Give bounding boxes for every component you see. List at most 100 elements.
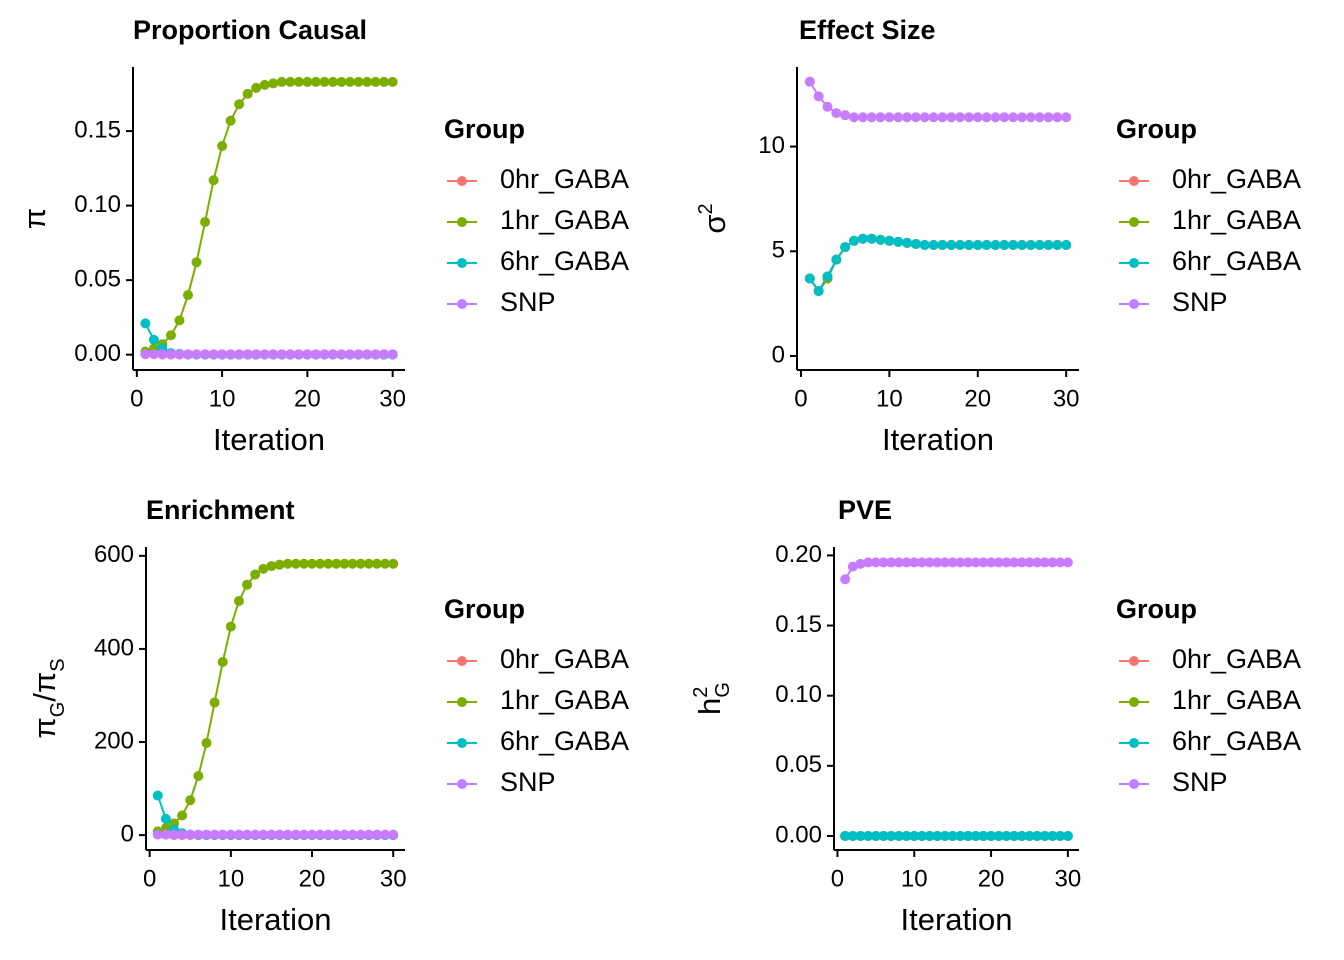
point [963, 557, 974, 568]
point [191, 349, 202, 360]
legend-label: SNP [1172, 767, 1228, 797]
point [963, 239, 974, 250]
point [285, 76, 296, 87]
point [327, 349, 338, 360]
point [893, 112, 904, 123]
point [978, 557, 989, 568]
point [345, 76, 356, 87]
panel-title: Enrichment [146, 495, 295, 525]
legend-key-point [457, 258, 467, 268]
point [855, 558, 866, 569]
y-axis-title-part: S [47, 658, 69, 671]
point [928, 112, 939, 123]
point [290, 829, 301, 840]
point [909, 830, 920, 841]
point [165, 330, 176, 341]
point [331, 829, 342, 840]
legend-label: 6hr_GABA [500, 726, 629, 756]
point [999, 239, 1010, 250]
point [233, 595, 244, 606]
point [840, 830, 851, 841]
panel: PVE 0.00 0.05 0.10 0.15 0.20 0 10 20 30 Iteration h… [690, 495, 1301, 937]
point [327, 76, 338, 87]
point [201, 829, 212, 840]
point [388, 558, 399, 569]
point [924, 830, 935, 841]
point [1047, 557, 1058, 568]
legend-title: Group [1116, 594, 1197, 624]
point [298, 829, 309, 840]
point [353, 349, 364, 360]
legend-key-point [1129, 779, 1139, 789]
point [193, 829, 204, 840]
y-axis-title-part: G [712, 682, 734, 698]
point [250, 829, 261, 840]
point [285, 349, 296, 360]
point [893, 557, 904, 568]
legend-label: 0hr_GABA [500, 164, 629, 194]
y-tick-label: 600 [94, 541, 134, 568]
point [939, 830, 950, 841]
legend-key-point [1129, 738, 1139, 748]
point [319, 76, 330, 87]
point [182, 349, 193, 360]
point [379, 349, 390, 360]
legend-label: 6hr_GABA [1172, 246, 1301, 276]
point [993, 557, 1004, 568]
point [148, 349, 159, 360]
point [160, 829, 171, 840]
legend-key-point [1129, 258, 1139, 268]
point [955, 830, 966, 841]
point [347, 558, 358, 569]
y-tick-label: 0 [121, 820, 134, 847]
point [201, 737, 212, 748]
point [847, 561, 858, 572]
point [268, 78, 279, 89]
point [932, 830, 943, 841]
point [380, 829, 391, 840]
point [217, 829, 228, 840]
point [947, 830, 958, 841]
point [946, 112, 957, 123]
legend-key-point [457, 738, 467, 748]
point [986, 830, 997, 841]
point [234, 99, 245, 110]
point [855, 830, 866, 841]
point [200, 217, 211, 228]
y-tick-label: 5 [772, 237, 785, 264]
point [878, 830, 889, 841]
point [955, 557, 966, 568]
y-tick-label: 0.00 [74, 340, 121, 367]
y-axis-title: π [17, 208, 52, 229]
point [1008, 112, 1019, 123]
legend-title: Group [1116, 114, 1197, 144]
y-tick-label: 200 [94, 727, 134, 754]
y-axis-title-part: 2 [695, 203, 717, 214]
point [863, 557, 874, 568]
point [1034, 112, 1045, 123]
point [251, 349, 262, 360]
x-tick-label: 30 [379, 385, 406, 412]
legend-label: 1hr_GABA [500, 205, 629, 235]
legend-label: 0hr_GABA [1172, 644, 1301, 674]
point [963, 830, 974, 841]
point [981, 112, 992, 123]
legend-key-point [457, 217, 467, 227]
point [916, 830, 927, 841]
point [901, 557, 912, 568]
point [298, 558, 309, 569]
point [1032, 557, 1043, 568]
point [1024, 557, 1035, 568]
legend-label: SNP [500, 767, 556, 797]
point [302, 349, 313, 360]
point [893, 236, 904, 247]
point [884, 235, 895, 246]
point [363, 829, 374, 840]
point [866, 112, 877, 123]
point [388, 829, 399, 840]
point [355, 558, 366, 569]
point [946, 239, 957, 250]
point [875, 234, 886, 245]
panel: Effect Size 0 5 10 0 10 20 30 Iteration σ2 Group 0h… [695, 15, 1301, 457]
